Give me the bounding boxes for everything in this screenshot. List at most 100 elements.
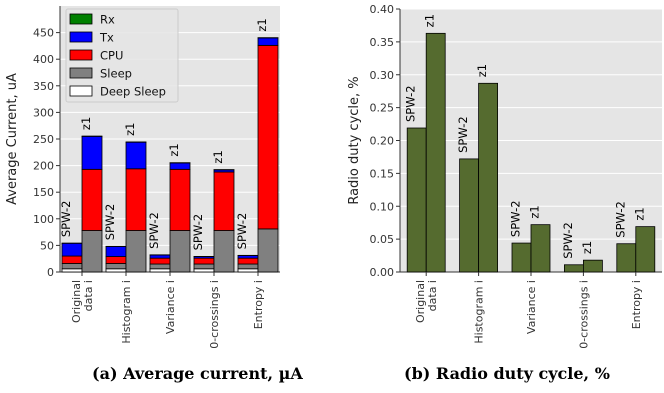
bar-segment-sleep [105,263,127,270]
bar-label-z1: z1 [255,18,269,31]
bar-label-z1: z1 [475,64,489,77]
bar-segment-tx [81,135,103,170]
bar-label-spw-2: SPW-2 [147,212,161,249]
chart-radio-duty-cycle: 0.00 0.05 0.10 0.15 0.20 0.25 0.30 0.35 0.40 Radi… [347,3,662,349]
legend-swatch-rx [69,13,93,25]
bar-label-spw-2: SPW-2 [613,201,627,238]
bar-segment-cpu [169,168,191,231]
bar-segment-cpu [105,256,127,264]
bar-segment-cpu [149,257,171,265]
y-tick-label: 0.05 [370,233,395,246]
bar-segment-cpu [257,44,279,230]
bar-label-z1: z1 [528,205,542,218]
x-tick-label: 0-crossings i [208,280,221,349]
y-tick-label: 0.25 [370,102,395,115]
legend-swatch-sleep [69,67,93,79]
bar-segment-cpu [193,257,215,265]
y-tick-label: 400 [33,53,54,66]
y-tick-label: 0.10 [370,200,395,213]
y-tick-label: 0.00 [370,266,395,279]
legend-label-deep-sleep: Deep Sleep [100,85,166,99]
bar-label-z1: z1 [167,143,181,156]
bar-label-z1: z1 [632,207,646,220]
y-tick-label: 0.35 [370,36,395,49]
y-tick-label: 50 [40,239,54,252]
chart-average-current: 0 50 100 150 200 250 300 350 400 450 Average Curre… [5,6,280,349]
bar-z1 [583,259,603,273]
bar-label-spw-2: SPW-2 [191,214,205,251]
x-tick-label: Variance i [164,280,177,334]
bar-label-spw-2: SPW-2 [561,222,575,259]
bar-segment-sleep [125,230,147,273]
legend-box [65,8,179,103]
bar-segment-cpu [213,171,235,231]
x-tick-label: Histogram i [473,280,486,344]
bar-segment-cpu [125,168,147,231]
x-tick-label: Entropy i [252,280,265,329]
y-tick-label: 250 [33,133,54,146]
bar-segment-cpu [237,257,259,265]
bar-segment-sleep [213,230,235,273]
y-axis-label: Average Current, uA [5,73,20,205]
bar-label-spw-2: SPW-2 [456,116,470,153]
bar-segment-sleep [81,230,103,273]
x-tick-label: Histogram i [120,280,133,344]
legend-label-tx: Tx [99,31,114,45]
y-tick-label: 450 [33,27,54,40]
caption-b: (b) Radio duty cycle, % [404,364,610,383]
bar-segment-cpu [61,255,83,264]
bar-segment-tx [257,37,279,46]
bar-spw-2 [511,242,532,273]
y-tick-label: 200 [33,160,54,173]
legend-swatch-tx [69,31,93,43]
bar-segment-sleep [169,230,191,273]
bar-z1 [530,224,551,273]
bar-segment-sleep [193,263,215,270]
bar-segment-sleep [149,263,171,270]
y-axis-label: Radio duty cycle, % [347,76,362,204]
bar-spw-2 [564,264,584,273]
bar-label-z1: z1 [123,123,137,136]
bar-label-spw-2: SPW-2 [59,201,73,238]
bar-segment-tx [61,242,83,257]
bar-segment-sleep [61,263,83,270]
x-tick-label: Entropy i [630,280,643,329]
x-tick-label: Originaldata i [414,280,439,323]
bar-segment-deep-sleep [237,268,259,273]
caption-a: (a) Average current, µA [92,364,303,383]
bar-label-z1: z1 [79,117,93,130]
x-tick-label: 0-crossings i [577,280,590,349]
x-tick-label: Originaldata i [70,280,95,323]
y-tick-label: 350 [33,80,54,93]
bar-label-spw-2: SPW-2 [404,85,418,122]
bar-segment-deep-sleep [149,268,171,273]
bar-segment-tx [125,141,147,170]
bar-z1 [478,82,499,273]
legend-label-cpu: CPU [100,49,123,63]
bar-spw-2 [459,158,480,273]
bar-segment-deep-sleep [105,268,127,273]
bar-spw-2 [616,243,637,273]
bar-segment-deep-sleep [61,268,83,273]
bar-z1 [425,32,446,273]
bar-segment-tx [169,162,191,170]
y-tick-label: 0.40 [370,3,395,16]
y-tick-label: 300 [33,106,54,119]
y-tick-label: 0.15 [370,167,395,180]
bar-label-z1: z1 [423,14,437,27]
legend-label-rx: Rx [100,13,115,27]
y-tick-label: 0.20 [370,135,395,148]
y-tick-label: 150 [33,186,54,199]
bar-z1 [635,226,656,273]
bar-label-z1: z1 [580,241,594,254]
bar-segment-sleep [257,228,279,273]
bar-label-spw-2: SPW-2 [509,200,523,237]
bar-segment-cpu [81,168,103,231]
bar-segment-tx [105,246,127,257]
legend-swatch-deep-sleep [69,85,93,97]
bar-label-z1: z1 [211,150,225,163]
legend-label-sleep: Sleep [100,67,132,81]
y-tick-label: 0.30 [370,69,395,82]
y-tick-label: 0 [47,266,54,279]
